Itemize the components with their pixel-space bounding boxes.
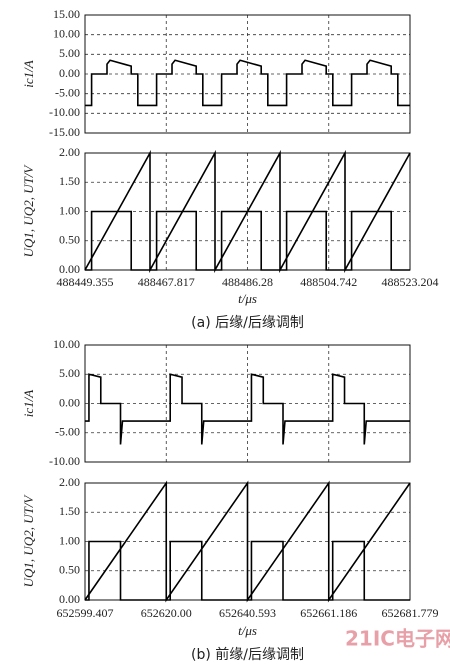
watermark: 21IC电子网 bbox=[345, 627, 450, 651]
y-tick-label: 5.00 bbox=[59, 366, 80, 380]
y-tick-label: -10.00 bbox=[49, 454, 80, 468]
y-tick-label: 0.00 bbox=[59, 262, 80, 276]
y-tick-label: 0.00 bbox=[59, 592, 80, 606]
y-axis-label: UQ1, UQ2, UT/V bbox=[21, 494, 36, 588]
y-tick-label: 2.00 bbox=[59, 145, 80, 159]
y-tick-label: 10.00 bbox=[53, 337, 80, 351]
caption: (b) 前缘/后缘调制 bbox=[191, 646, 304, 663]
x-tick-label: 652681.779 bbox=[382, 606, 439, 620]
y-tick-label: 0.50 bbox=[59, 563, 80, 577]
plot-frame bbox=[84, 344, 411, 463]
y-tick-label: 1.00 bbox=[59, 203, 80, 217]
x-tick-label: 488449.355 bbox=[57, 275, 114, 289]
waveform bbox=[85, 59, 410, 107]
x-tick-label: 488523.204 bbox=[382, 275, 439, 289]
y-tick-label: -10.00 bbox=[49, 105, 80, 119]
x-axis-label: t/μs bbox=[238, 291, 257, 306]
x-tick-label: 652599.407 bbox=[57, 606, 114, 620]
waveform bbox=[85, 373, 410, 445]
y-tick-label: 1.50 bbox=[59, 504, 80, 518]
y-tick-label: 1.50 bbox=[59, 174, 80, 188]
y-tick-label: 0.50 bbox=[59, 233, 80, 247]
y-tick-label: 15.00 bbox=[53, 7, 80, 21]
x-tick-label: 652620.00 bbox=[141, 606, 192, 620]
waveform bbox=[84, 480, 411, 603]
y-tick-label: 0.00 bbox=[59, 66, 80, 80]
plot-frame bbox=[84, 14, 411, 134]
x-tick-label: 652661.186 bbox=[300, 606, 357, 620]
y-axis-label: ic1/A bbox=[21, 60, 36, 87]
y-tick-label: 1.00 bbox=[59, 533, 80, 547]
plot-frame bbox=[84, 152, 411, 271]
x-axis-label: t/μs bbox=[238, 623, 257, 638]
y-tick-label: 10.00 bbox=[53, 26, 80, 40]
y-tick-label: -15.00 bbox=[49, 125, 80, 139]
y-tick-label: -5.00 bbox=[55, 85, 80, 99]
x-tick-label: 652640.593 bbox=[219, 606, 276, 620]
x-tick-label: 488486.28 bbox=[222, 275, 273, 289]
y-axis-label: UQ1, UQ2, UT/V bbox=[21, 164, 36, 258]
y-tick-label: -5.00 bbox=[55, 425, 80, 439]
y-axis-label: ic1/A bbox=[21, 390, 36, 417]
y-tick-label: 5.00 bbox=[59, 46, 80, 60]
waveform bbox=[85, 540, 410, 601]
y-tick-label: 2.00 bbox=[59, 475, 80, 489]
y-tick-label: 0.00 bbox=[59, 395, 80, 409]
caption: (a) 后缘/后缘调制 bbox=[191, 315, 304, 331]
waveform bbox=[85, 210, 410, 271]
x-tick-label: 488467.817 bbox=[138, 275, 195, 289]
x-tick-label: 488504.742 bbox=[300, 275, 357, 289]
